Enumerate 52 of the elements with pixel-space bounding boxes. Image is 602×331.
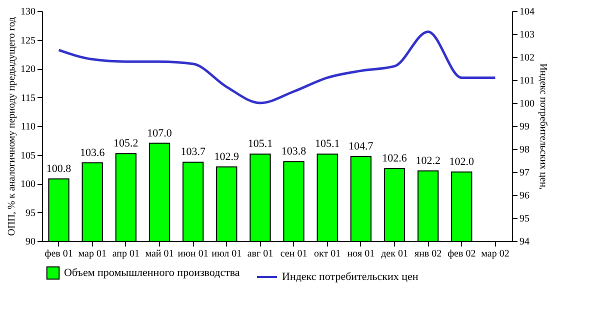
y-tick-label: 130 [20,6,36,18]
y-tick-label: 110 [20,122,36,132]
y-tick-label: 125 [20,35,36,46]
y-tick-label: 100 [20,179,36,190]
data-label: 100.8 [46,162,72,175]
legend-label: Индекс потребительских цен [282,271,418,283]
legend-label: Объем промышленного производства [64,267,240,279]
y-tick-label: 115 [20,92,36,104]
data-label: 105.1 [248,138,273,150]
line-series [58,30,496,104]
y-tick-label: 95 [26,208,36,219]
data-label: 103.6 [80,146,106,159]
y2-tick-label: 97 [520,168,530,178]
data-label: 102.2 [416,154,440,167]
x-tick-label: мар 01 [78,248,106,260]
y2-axis-title: Индекс потребительских цен, [538,63,548,190]
y-axis-title: ОПП, % к аналогичному периоду предыдущего год [6,17,18,236]
y-tick-label: 90 [26,236,36,248]
x-tick-label: янв 02 [414,248,442,260]
data-label: 102.6 [382,152,408,165]
x-tick-label: авг 01 [247,248,274,260]
x-tick-label: апр 01 [112,248,140,260]
y2-tick-label: 101 [520,76,534,86]
x-tick-label: фев 01 [44,248,73,260]
y2-tick-label: 94 [520,236,530,248]
data-label: 104.7 [348,140,374,152]
data-label: 107.0 [147,127,172,140]
y2-tick-label: 103 [520,30,534,40]
x-tick-label: ноя 01 [347,248,375,260]
x-tick-label: окт 01 [314,248,341,260]
y2-tick-label: 95 [520,214,530,224]
x-tick-label: фев 02 [448,248,476,260]
x-tick-label: май 01 [145,248,174,260]
data-label: 105.2 [114,138,138,150]
y2-tick-label: 102 [520,52,534,64]
y2-tick-label: 98 [520,144,530,156]
x-tick-label: июл 01 [212,248,242,260]
y2-tick-label: 100 [520,98,534,110]
y2-tick-label: 99 [520,122,530,132]
y-tick-label: 105 [20,150,36,162]
y2-tick-label: 104 [520,6,534,18]
data-label: 102.0 [449,156,475,168]
data-label: 103.8 [281,146,307,158]
x-tick-label: мар 02 [481,248,510,260]
y2-tick-label: 96 [520,190,530,202]
x-tick-label: сен 01 [280,248,308,260]
data-label: 102.9 [214,150,240,163]
data-label: 103.7 [180,146,206,158]
x-tick-label: июн 01 [178,248,208,260]
x-tick-label: дек 01 [381,248,408,260]
data-label: 105.1 [314,138,340,150]
y-tick-label: 120 [20,64,36,75]
